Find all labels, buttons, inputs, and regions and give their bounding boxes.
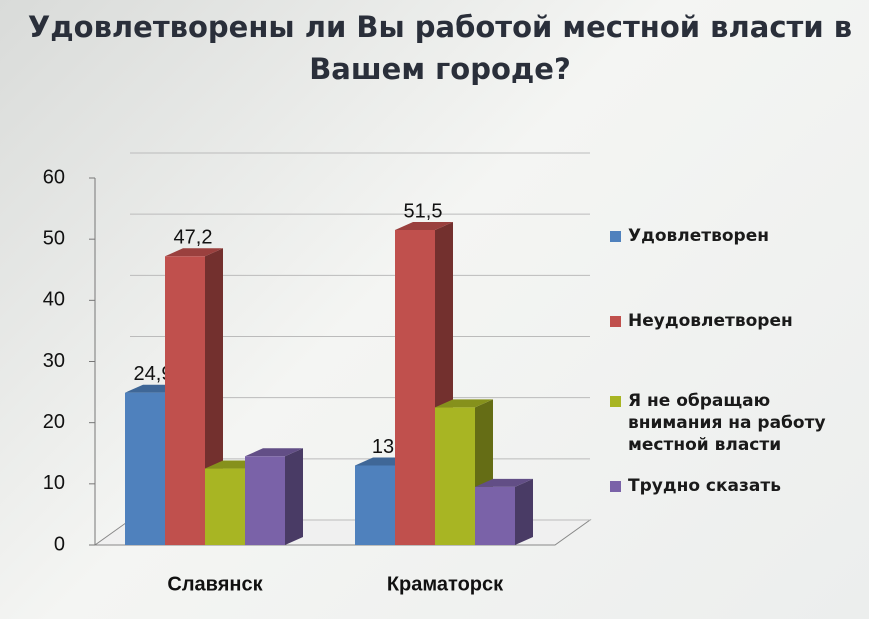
bar-front — [125, 392, 165, 545]
legend-swatch — [610, 396, 621, 407]
legend-swatch — [610, 316, 621, 327]
bar — [395, 221, 453, 545]
bar-side — [515, 478, 533, 545]
legend-item: Неудовлетворен — [610, 310, 793, 332]
y-tick-label: 20 — [43, 411, 65, 433]
y-tick-label: 60 — [43, 166, 65, 188]
x-tick-label: Краматорск — [387, 573, 504, 595]
bar-top — [165, 248, 223, 257]
legend-item: Трудно сказать — [610, 475, 781, 497]
bar-front — [205, 468, 245, 545]
legend-swatch — [610, 231, 621, 242]
bar-top — [245, 448, 303, 457]
y-tick-label: 40 — [43, 289, 65, 311]
y-tick-label: 0 — [54, 533, 65, 555]
data-label: 51,5 — [404, 200, 443, 222]
x-tick-label: Славянск — [167, 573, 263, 595]
bar — [245, 448, 303, 545]
chart-title: Удовлетворены ли Вы работой местной влас… — [27, 10, 853, 86]
bar-front — [475, 486, 515, 545]
legend-item: Удовлетворен — [610, 225, 769, 247]
legend-label: Я не обращаю внимания на работу местной … — [628, 391, 826, 455]
data-label: 13 — [372, 436, 394, 458]
legend-label: Удовлетворен — [628, 226, 769, 246]
data-label: 24,9 — [134, 363, 173, 385]
legend-swatch — [610, 481, 621, 492]
bar-front — [245, 456, 285, 545]
bar-front — [395, 229, 435, 545]
bar-top — [395, 221, 453, 230]
bar-front — [355, 465, 395, 545]
bar-side — [285, 448, 303, 545]
bar — [475, 478, 533, 545]
legend-label: Неудовлетворен — [628, 311, 793, 331]
legend-item: Я не обращаю внимания на работу местной … — [610, 390, 848, 456]
y-tick-label: 30 — [43, 350, 65, 372]
data-label: 47,2 — [174, 227, 213, 249]
bar-top — [435, 399, 493, 408]
bar-front — [435, 407, 475, 545]
bar-front — [165, 256, 205, 545]
y-tick-label: 50 — [43, 227, 65, 249]
bar-top — [475, 478, 533, 487]
legend-label: Трудно сказать — [628, 476, 781, 496]
y-tick-label: 10 — [43, 472, 65, 494]
